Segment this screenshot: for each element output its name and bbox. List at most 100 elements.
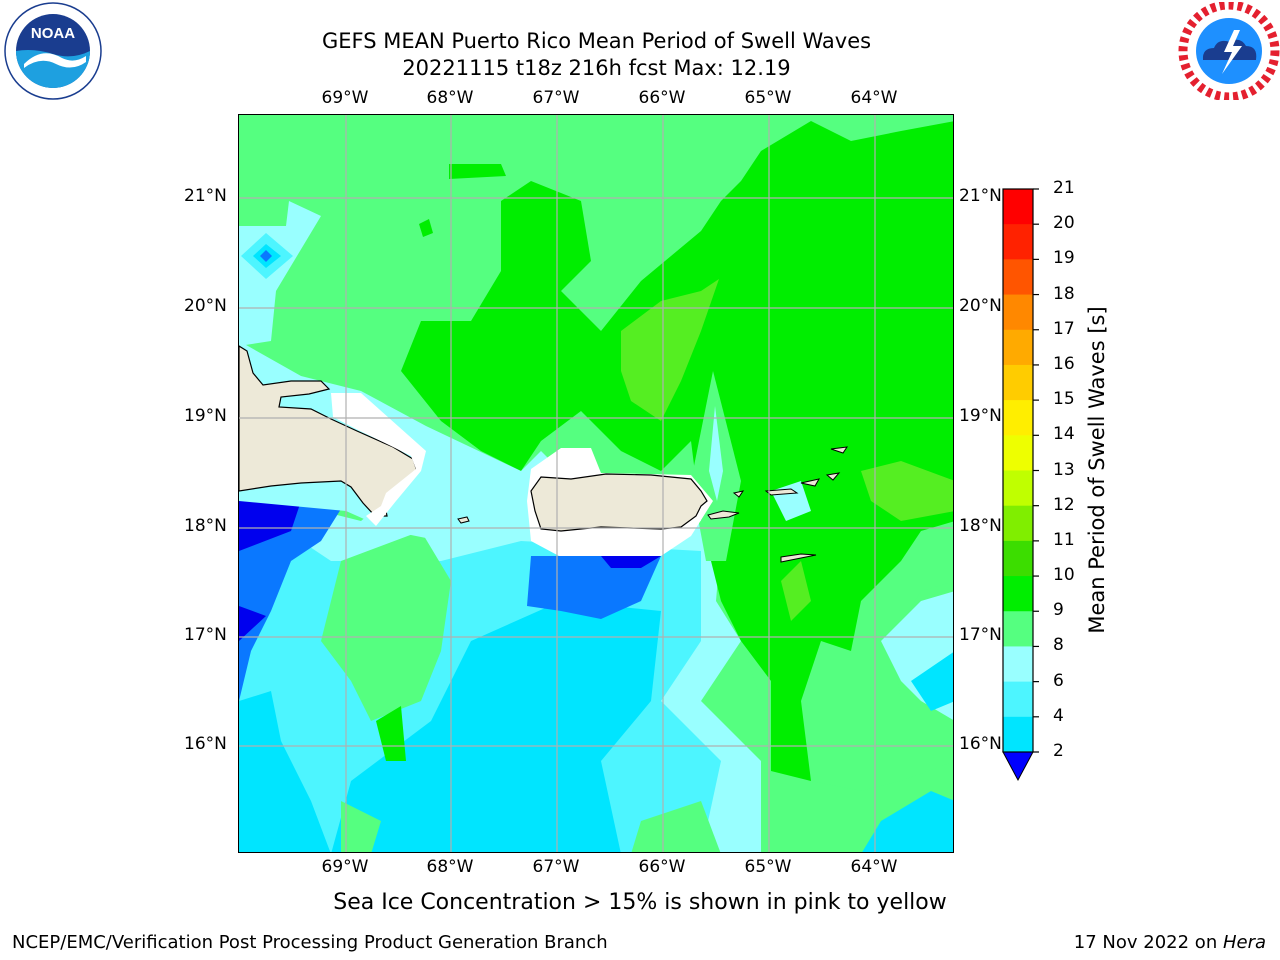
swell-field-cyan — [862, 791, 953, 852]
st-john-island — [800, 478, 820, 487]
colorbar-tick-label: 12 — [1053, 494, 1075, 515]
colorbar-tick-label: 11 — [1053, 529, 1075, 550]
colorbar-band — [1003, 611, 1033, 647]
lon-label-top: 67°W — [532, 88, 580, 108]
colorbar-label: Mean Period of Swell Waves [s] — [1085, 306, 1109, 634]
lon-label-bottom: 69°W — [321, 857, 369, 877]
swell-field-green-yellow — [621, 279, 719, 421]
swell-field-dark-blue — [239, 606, 266, 641]
lat-label-right: 16°N — [959, 734, 1002, 754]
colorbar-tick-label: 19 — [1053, 248, 1075, 269]
colorbar-band — [1003, 435, 1033, 471]
lat-label-left: 19°N — [184, 406, 227, 426]
footer-date: 17 Nov 2022 on Hera — [1074, 932, 1266, 953]
tortola-island — [825, 472, 841, 481]
lon-label-top: 66°W — [638, 88, 686, 108]
chart-title: GEFS MEAN Puerto Rico Mean Period of Swe… — [321, 29, 872, 53]
sea-ice-note: Sea Ice Concentration > 15% is shown in … — [333, 890, 947, 915]
colorbar-band — [1003, 400, 1033, 436]
lat-label-right: 20°N — [959, 296, 1002, 316]
colorbar-band — [1003, 259, 1033, 296]
footer-date-text: 17 Nov 2022 on — [1073, 932, 1223, 953]
swell-field-green — [881, 131, 941, 176]
lat-label-left: 18°N — [184, 516, 227, 536]
map-svg — [239, 115, 953, 852]
colorbar-tick-label: 14 — [1053, 424, 1075, 445]
swell-field-green-yellow — [781, 561, 811, 621]
colorbar-tick-label: 21 — [1053, 178, 1075, 198]
culebra-island — [732, 490, 745, 498]
mona-island — [457, 516, 470, 524]
colorbar-band — [1003, 470, 1033, 507]
lat-label-right: 21°N — [959, 186, 1002, 206]
swell-field-green — [449, 164, 506, 179]
swell-field-cyan — [911, 652, 953, 711]
colorbar-tick-label: 13 — [1053, 459, 1075, 480]
swell-field-light-green — [321, 531, 451, 721]
colorbar — [1002, 188, 1039, 782]
lat-label-left: 20°N — [184, 296, 227, 316]
swell-field-blue — [527, 556, 661, 619]
colorbar-tick-label: 17 — [1053, 318, 1075, 339]
graticule — [239, 115, 953, 852]
chart-subtitle: 20221115 t18z 216h fcst Max: 12.19 — [402, 56, 791, 80]
lat-label-right: 17°N — [959, 625, 1002, 645]
lat-label-right: 19°N — [959, 406, 1002, 426]
swell-field-light-green — [341, 801, 381, 852]
colorbar-band — [1003, 329, 1033, 366]
colorbar-tick-label: 16 — [1053, 353, 1075, 374]
swell-field-green — [376, 706, 406, 761]
lat-label-right: 18°N — [959, 516, 1002, 536]
lon-label-top: 64°W — [850, 88, 898, 108]
lat-label-left: 17°N — [184, 625, 227, 645]
nws-logo — [1178, 2, 1280, 100]
colorbar-tick-label: 4 — [1053, 705, 1064, 726]
footer-credit: NCEP/EMC/Verification Post Processing Pr… — [12, 932, 608, 953]
swell-field-dark-blue — [601, 556, 661, 568]
footer-host: Hera — [1222, 932, 1266, 953]
colorbar-extension — [1002, 751, 1034, 782]
swell-field-cyan — [239, 691, 331, 852]
swell-field-pale-cyan — [709, 406, 723, 501]
lon-label-bottom: 68°W — [426, 857, 474, 877]
colorbar-band — [1003, 540, 1033, 577]
st-croix-island — [780, 553, 817, 563]
colorbar-band — [1003, 505, 1033, 542]
lon-label-top: 69°W — [321, 88, 369, 108]
colorbar-band — [1003, 294, 1033, 331]
colorbar-band — [1003, 576, 1033, 612]
vieques-island — [707, 510, 740, 520]
colorbar-band — [1003, 716, 1033, 753]
swell-field-blue — [260, 250, 272, 262]
colorbar-band — [1003, 189, 1033, 225]
colorbar-tick-label: 9 — [1053, 600, 1064, 621]
lon-label-bottom: 66°W — [638, 857, 686, 877]
colorbar-tick-label: 8 — [1053, 635, 1064, 656]
swell-field-blue — [239, 501, 346, 701]
swell-field-light-green — [631, 801, 721, 852]
lat-label-left: 16°N — [184, 734, 227, 754]
colorbar-tick-label: 2 — [1053, 741, 1064, 761]
colorbar-tick-label: 10 — [1053, 565, 1075, 586]
swell-field-green — [419, 219, 433, 237]
lon-label-bottom: 64°W — [850, 857, 898, 877]
swell-field-green — [401, 121, 953, 781]
lon-label-bottom: 65°W — [744, 857, 792, 877]
swell-field-dark-blue — [239, 501, 301, 551]
colorbar-tick-label: 18 — [1053, 283, 1075, 304]
swell-field-cyan — [331, 601, 661, 852]
map-panel — [238, 114, 954, 853]
colorbar-band — [1003, 224, 1033, 260]
lat-label-left: 21°N — [184, 186, 227, 206]
colorbar-band — [1003, 646, 1033, 683]
lon-label-top: 68°W — [426, 88, 474, 108]
colorbar-tick-label: 6 — [1053, 670, 1064, 691]
swell-field-green-yellow — [861, 461, 953, 521]
noaa-logo: NOAA — [4, 2, 102, 100]
colorbar-band — [1003, 364, 1033, 401]
swell-field-pale-cyan — [239, 201, 321, 346]
svg-text:NOAA: NOAA — [31, 25, 75, 42]
colorbar-tick-label: 15 — [1053, 389, 1075, 410]
lon-label-top: 65°W — [744, 88, 792, 108]
colorbar-tick-label: 20 — [1053, 213, 1075, 234]
